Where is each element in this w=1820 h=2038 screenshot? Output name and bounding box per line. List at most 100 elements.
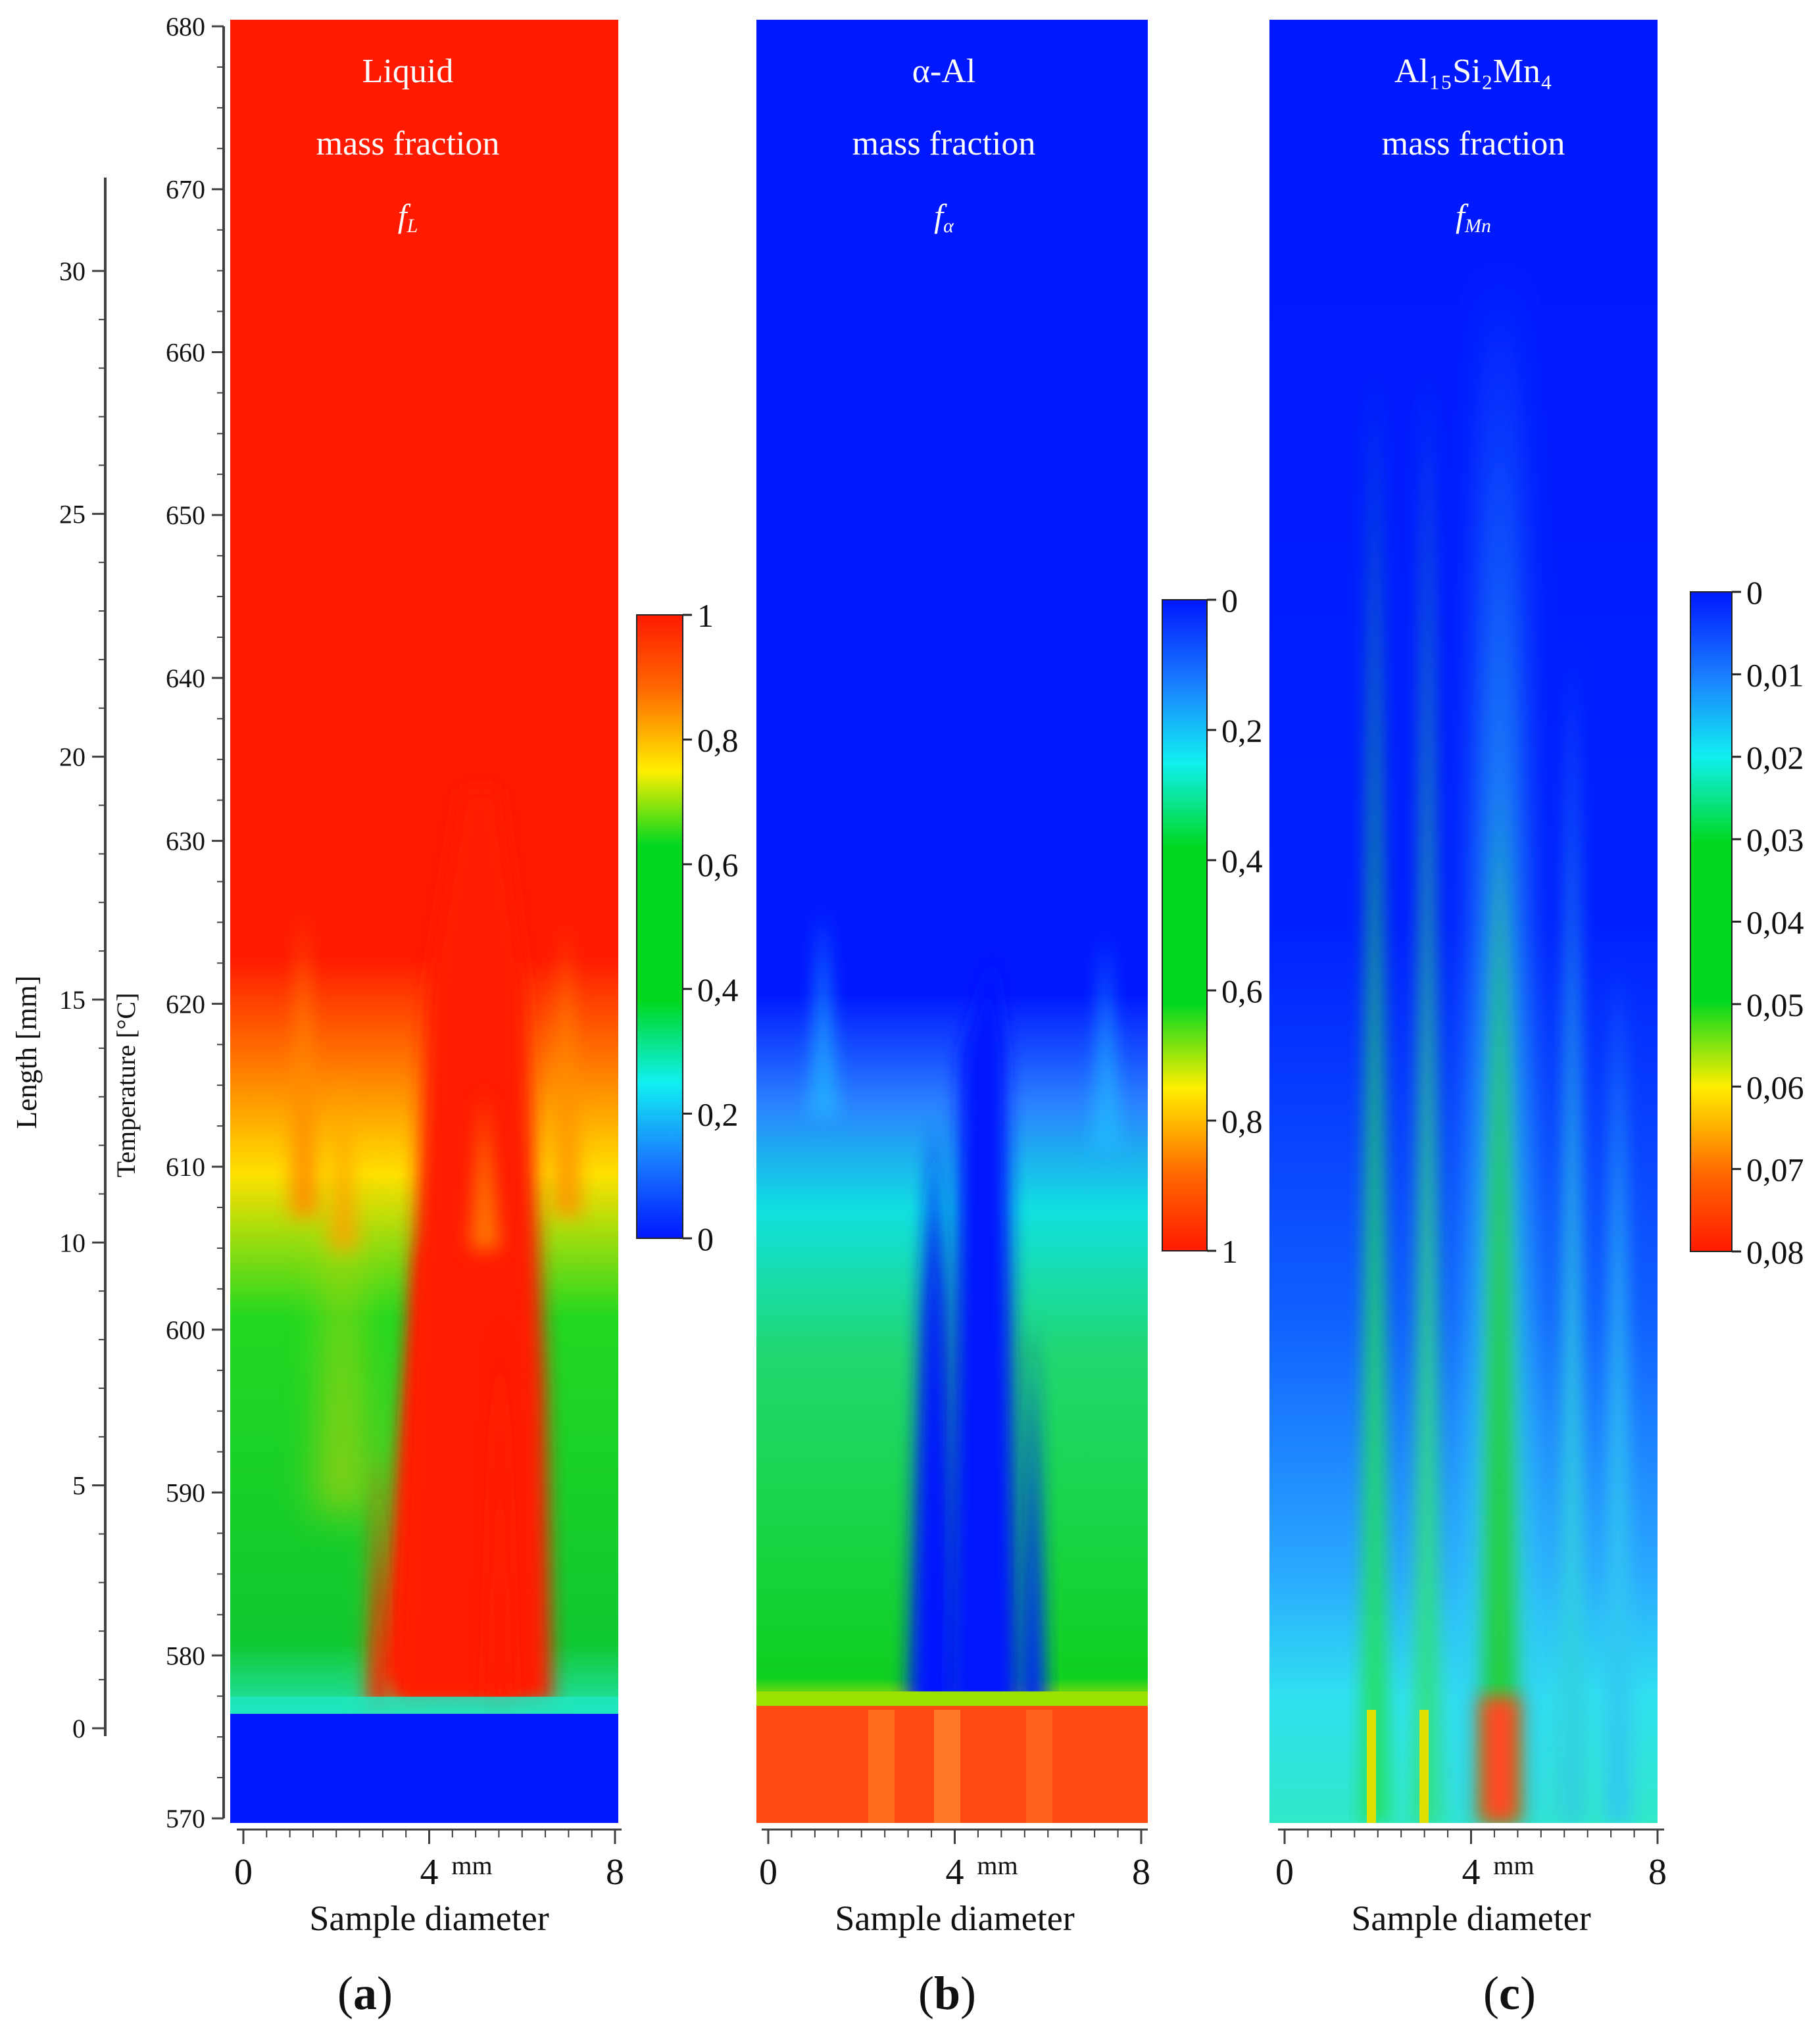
length-tick-label: 25 — [59, 499, 86, 529]
panel-b-title-line-1: α-Al — [912, 53, 976, 90]
colorbar-a-tick-label: 0 — [697, 1221, 714, 1257]
length-axis-title: Length [mm] — [11, 975, 43, 1128]
colorbar-b-tick-label: 0,2 — [1221, 712, 1263, 749]
length-ticks: 0 5 10 15 20 25 30 — [59, 256, 105, 1743]
panel-b-tip-1 — [809, 908, 839, 1118]
panel-c-spike-4 — [1559, 644, 1585, 1823]
length-tick-label: 20 — [59, 742, 86, 772]
colorbar-c-tick-label: 0,01 — [1746, 656, 1804, 693]
panel-a-tip-3 — [470, 1092, 500, 1249]
temperature-tick-label: 590 — [166, 1478, 205, 1508]
temperature-tick-label: 640 — [166, 664, 205, 693]
colorbar-c-tick-label: 0,07 — [1746, 1152, 1804, 1188]
temperature-tick-label: 610 — [166, 1152, 205, 1182]
temperature-tick-label: 670 — [166, 175, 205, 205]
panel-c-spike-1 — [1362, 368, 1388, 1823]
temperature-tick-label: 660 — [166, 337, 205, 367]
panel-c-x-unit: mm — [1493, 1851, 1534, 1880]
panel-a-x-tick-label: 8 — [606, 1852, 624, 1893]
panel-a-solid-region — [230, 1714, 618, 1823]
panel-c-x-tick-label: 4 — [1462, 1852, 1481, 1893]
colorbar-c-tick-label: 0,05 — [1746, 986, 1804, 1023]
temperature-axis-title: Temperature [°C] — [111, 993, 141, 1178]
colorbar-a-tick-label: 0,6 — [697, 846, 739, 883]
length-tick-label: 30 — [59, 256, 86, 286]
colorbar-c-tick-label: 0,03 — [1746, 821, 1804, 858]
panel-a-tip-1 — [289, 908, 319, 1217]
colorbar-a-tick-label: 0,2 — [697, 1096, 739, 1132]
colorbar-c — [1690, 591, 1733, 1252]
colorbar-b-tick-label: 0 — [1221, 582, 1238, 619]
panel-c-x-tick-label: 8 — [1648, 1852, 1667, 1893]
panel-b-streak-2 — [934, 1710, 960, 1823]
panel-a-tip-2 — [329, 1065, 358, 1249]
panel-a-tip-4 — [553, 921, 582, 1217]
colorbar-ticks: 1 0,8 0,6 0,4 0,2 0 0 0,2 0,4 0,6 0,8 1 0 0,01 0,02 0,0… — [683, 574, 1804, 1271]
panel-c-spike-5 — [1605, 960, 1631, 1823]
length-tick-label: 15 — [59, 985, 86, 1015]
colorbar-b-tick-label: 0,4 — [1221, 842, 1263, 879]
colorbar-a — [636, 614, 683, 1239]
colorbar-b-tick-label: 0,8 — [1221, 1103, 1263, 1140]
temperature-tick-label: 630 — [166, 827, 205, 856]
length-tick-label: 0 — [72, 1714, 86, 1743]
colorbar-a-bar — [636, 614, 683, 1239]
panel-c-streak-2 — [1419, 1710, 1429, 1823]
colorbar-c-tick-label: 0 — [1746, 574, 1763, 611]
panel-letter-b: (b) — [918, 1967, 976, 2020]
temperature-tick-label: 570 — [166, 1804, 205, 1833]
panel-b-x-tick-label: 8 — [1132, 1852, 1150, 1893]
panel-a-x-tick-label: 4 — [420, 1852, 439, 1893]
panel-c-title-line-1: Al₁₅Si₂Mn₄ — [1394, 53, 1552, 90]
panel-a-x-tick-label: 0 — [234, 1852, 253, 1893]
colorbar-a-tick-label: 1 — [697, 597, 714, 634]
panel-b-tip-2 — [1092, 934, 1121, 1151]
panel-c-heatmap — [1269, 20, 1658, 1823]
temperature-ticks: 570 580 590 600 610 620 630 640 650 660 670 680 — [166, 12, 224, 1833]
temperature-tick-label: 600 — [166, 1315, 205, 1345]
left-axes: 0 5 10 15 20 25 30 570 580 590 600 610 620 630 640 650… — [11, 12, 225, 1833]
panel-letter-c: (c) — [1483, 1967, 1536, 2020]
colorbar-b-tick-label: 0,6 — [1221, 973, 1263, 1009]
colorbar-b-tick-label: 1 — [1221, 1233, 1238, 1270]
panel-b-front-band — [756, 1691, 1148, 1706]
panel-b-blue-channel-2 — [947, 954, 1020, 1710]
panel-c-x-tick-label: 0 — [1275, 1852, 1294, 1893]
panel-c-hot-zone — [1480, 1697, 1519, 1823]
temperature-tick-label: 620 — [166, 989, 205, 1019]
panel-a-x-axis-title: Sample diameter — [309, 1899, 549, 1938]
panel-b-title-line-2: mass fraction — [852, 125, 1036, 162]
temperature-tick-label: 650 — [166, 500, 205, 530]
colorbar-b-bar — [1162, 599, 1208, 1251]
panel-b-blue-channel-1 — [908, 1118, 960, 1710]
panel-c-spike-3-core — [1480, 789, 1519, 1823]
colorbar-a-tick-label: 0,8 — [697, 722, 739, 759]
colorbar-c-bar — [1690, 591, 1733, 1252]
colorbar-c-tick-label: 0,04 — [1746, 904, 1804, 941]
bottom-axes: 0 4 8 mm Sample diameter 0 4 8 mm Sample diameter… — [234, 1828, 1667, 1938]
temperature-tick-label: 680 — [166, 12, 205, 41]
colorbar-a-tick-label: 0,4 — [697, 971, 739, 1008]
panel-c-field — [1269, 20, 1658, 1823]
panel-a-heatmap — [230, 20, 618, 1823]
panel-letter-a: (a) — [337, 1967, 393, 2020]
panel-c-x-axis-title: Sample diameter — [1351, 1899, 1590, 1938]
colorbar-c-tick-label: 0,08 — [1746, 1234, 1804, 1271]
panel-a-x-unit: mm — [451, 1851, 492, 1880]
panel-a-red-narrow — [368, 1315, 513, 1710]
temperature-tick-label: 580 — [166, 1641, 205, 1670]
panel-a-front-band — [230, 1697, 618, 1716]
panel-b-streak-3 — [1026, 1710, 1052, 1823]
panel-b-streak-1 — [868, 1710, 895, 1823]
panel-b-heatmap — [756, 20, 1148, 1823]
colorbar-b — [1162, 599, 1208, 1251]
panel-b-x-tick-label: 0 — [759, 1852, 777, 1893]
length-tick-label: 10 — [59, 1228, 86, 1257]
panel-a-title-line-1: Liquid — [362, 53, 454, 90]
panel-c-spike-2 — [1414, 368, 1440, 1823]
panel-letters: (a) (b) (c) — [337, 1967, 1536, 2020]
panel-b-blue-channel-3 — [1020, 1315, 1046, 1710]
panel-a-title-line-2: mass fraction — [316, 125, 500, 162]
